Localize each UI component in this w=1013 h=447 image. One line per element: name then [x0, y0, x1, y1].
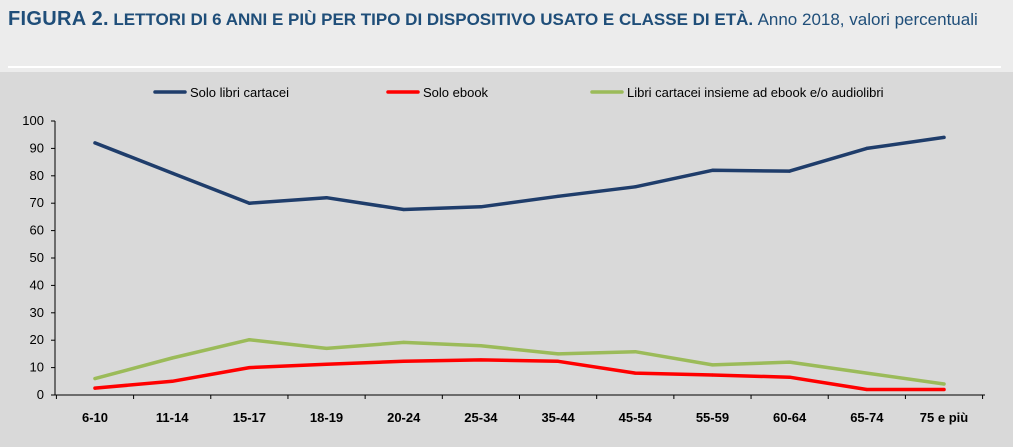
y-tick-label: 70	[30, 195, 44, 210]
y-tick-label: 0	[37, 387, 44, 402]
x-tick-label: 65-74	[850, 410, 884, 425]
data-point	[710, 373, 715, 377]
x-tick-label: 35-44	[541, 410, 575, 425]
y-tick-label: 60	[30, 223, 44, 238]
legend-label: Libri cartacei insieme ad ebook e/o audi…	[627, 85, 884, 100]
data-point	[788, 360, 792, 364]
chart-title: LETTORI DI 6 ANNI E PIÙ PER TIPO DI DISP…	[113, 10, 754, 29]
data-point	[710, 168, 715, 172]
y-tick-label: 80	[30, 168, 44, 183]
data-point	[324, 346, 329, 351]
data-point	[402, 359, 406, 363]
data-point	[324, 196, 329, 200]
chart-header: FIGURA 2. LETTORI DI 6 ANNI E PIÙ PER TI…	[8, 6, 998, 34]
data-point	[93, 376, 97, 381]
data-point	[402, 340, 406, 344]
data-point	[479, 205, 483, 209]
data-point	[633, 371, 637, 375]
y-tick-label: 90	[30, 140, 44, 155]
data-point	[479, 358, 483, 362]
data-point	[247, 201, 251, 205]
data-point	[788, 169, 792, 173]
data-point	[788, 375, 792, 379]
series-line-1	[93, 135, 946, 212]
data-point	[479, 344, 483, 348]
chart-subtitle: Anno 2018, valori percentuali	[757, 10, 978, 29]
legend-label: Solo ebook	[423, 85, 489, 100]
data-point	[247, 338, 251, 342]
data-point	[942, 135, 946, 140]
x-tick-label: 18-19	[310, 410, 343, 425]
data-point	[247, 366, 251, 370]
x-tick-label: 11-14	[156, 410, 189, 425]
data-point	[556, 352, 560, 356]
x-tick-label: 60-64	[773, 410, 807, 425]
data-point	[710, 363, 715, 367]
data-point	[865, 371, 869, 375]
line-chart: 0 10 20 30 40 50 60 70 80 90 100 6-10 11-14 15-17 18-1…	[22, 85, 985, 425]
data-point	[170, 356, 174, 360]
x-tick-label: 6-10	[82, 410, 108, 425]
x-tick-label: 55-59	[696, 410, 729, 425]
data-point	[942, 387, 946, 392]
x-tick-label: 45-54	[619, 410, 653, 425]
data-point	[633, 350, 637, 354]
data-point	[93, 141, 97, 145]
header-divider	[8, 66, 1001, 68]
series-line-3	[93, 337, 946, 386]
y-tick-label: 30	[30, 305, 44, 320]
data-point	[865, 387, 869, 392]
series-line-2	[93, 358, 946, 392]
y-tick-label: 50	[30, 250, 44, 265]
x-tick-label: 20-24	[387, 410, 421, 425]
data-point	[942, 382, 946, 386]
data-point	[324, 362, 329, 366]
x-tick-label: 75 e più	[920, 410, 968, 425]
data-point	[170, 379, 174, 383]
data-point	[556, 194, 560, 198]
data-point	[93, 386, 97, 390]
data-point	[865, 146, 869, 150]
figure-number: FIGURA 2.	[8, 8, 109, 30]
legend-label: Solo libri cartacei	[190, 85, 289, 100]
y-tick-label: 100	[22, 113, 44, 128]
data-point	[170, 171, 174, 175]
data-point	[402, 207, 406, 212]
x-tick-label: 25-34	[464, 410, 498, 425]
y-tick-label: 20	[30, 332, 44, 347]
y-tick-label: 10	[30, 360, 44, 375]
data-point	[556, 359, 560, 363]
x-tick-label: 15-17	[233, 410, 266, 425]
y-tick-label: 40	[30, 277, 44, 292]
data-point	[633, 185, 637, 189]
